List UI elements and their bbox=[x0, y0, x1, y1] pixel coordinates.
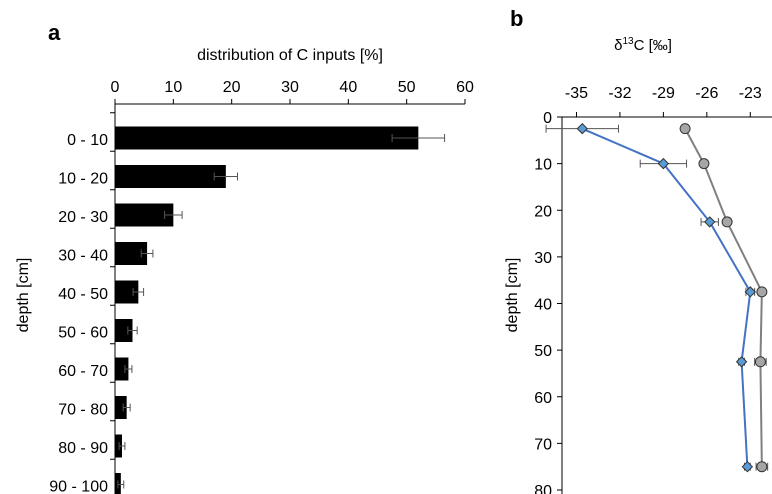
panel-b-x-tick-label: -29 bbox=[652, 85, 675, 102]
panel-a-bar bbox=[115, 165, 226, 188]
panel-b-data-point bbox=[744, 286, 756, 298]
panel-b-y-tick-label: 80 bbox=[534, 483, 552, 494]
panel-a-category-label: 90 - 100 bbox=[49, 479, 108, 494]
panel-b-data-point bbox=[657, 157, 670, 170]
panel-b-data-point bbox=[754, 356, 766, 368]
panel-a-category-label: 20 - 30 bbox=[58, 209, 108, 226]
panel-a-bar bbox=[115, 434, 122, 458]
panel-a-bar bbox=[115, 203, 174, 227]
panel-b-x-tick-label: -23 bbox=[739, 85, 762, 102]
panel-a-bar bbox=[115, 396, 127, 419]
panel-a-bar bbox=[115, 242, 148, 265]
panel-a-category-label: 70 - 80 bbox=[58, 402, 108, 419]
panel-a-category-label: 40 - 50 bbox=[58, 286, 108, 303]
panel-a-x-tick-label: 50 bbox=[398, 79, 416, 96]
panel-b-series-line bbox=[581, 127, 752, 467]
panel-b-data-point bbox=[735, 356, 748, 368]
panel-a-x-tick-label: 40 bbox=[339, 79, 357, 96]
panel-b-y-tick-label: 20 bbox=[534, 203, 552, 220]
panel-b-y-tick-label: 10 bbox=[534, 157, 552, 174]
panel-b-x-tick-label: -35 bbox=[565, 85, 588, 102]
panel-b-y-tick-label: 40 bbox=[534, 297, 552, 314]
panel-a-category-label: 10 - 20 bbox=[58, 171, 108, 188]
panel-a-x-tick-label: 60 bbox=[456, 79, 474, 96]
panel-a-bar bbox=[115, 280, 139, 304]
panel-b-data-point bbox=[756, 286, 768, 298]
panel-b-x-tick-label: -32 bbox=[608, 85, 631, 102]
panel-b-data-point bbox=[756, 461, 768, 473]
panel-b-letter: b bbox=[510, 6, 523, 31]
panel-b-y-tick-label: 70 bbox=[534, 436, 552, 453]
panel-b-y-axis-title: depth [cm] bbox=[504, 258, 521, 333]
panel-b-y-tick-label: 60 bbox=[534, 390, 552, 407]
panel-a-x-axis-title: distribution of C inputs [%] bbox=[197, 47, 383, 64]
panel-b-data-point bbox=[698, 158, 710, 170]
panel-b-data-point bbox=[679, 123, 691, 135]
panel-a-category-label: 80 - 90 bbox=[58, 440, 108, 457]
panel-b-x-axis-title: δ13C [‰] bbox=[614, 36, 672, 54]
panel-b-data-point bbox=[721, 216, 733, 228]
panel-a-bar bbox=[115, 357, 129, 381]
panel-a-x-tick-label: 20 bbox=[223, 79, 241, 96]
panel-b-y-tick-label: 0 bbox=[543, 110, 552, 127]
panel-b-data-point bbox=[704, 216, 716, 228]
panel-a-category-label: 30 - 40 bbox=[58, 248, 108, 265]
panel-a-category-label: 50 - 60 bbox=[58, 325, 108, 342]
panel-b-x-tick-label: -26 bbox=[695, 85, 718, 102]
panel-b-series-line bbox=[684, 128, 763, 467]
panel-b-data-point bbox=[741, 460, 754, 473]
panel-b-x-axis-title-sup: 13 bbox=[622, 36, 634, 47]
panel-b-x-axis-title-prefix: δ bbox=[614, 37, 622, 54]
panel-b-y-tick-label: 50 bbox=[534, 343, 552, 360]
panel-a-y-axis-title: depth [cm] bbox=[15, 258, 32, 333]
panel-b-x-axis-title-suffix: C [‰] bbox=[634, 37, 672, 54]
panel-a-letter: a bbox=[48, 20, 61, 45]
panel-a-category-label: 0 - 10 bbox=[67, 132, 108, 149]
panel-b-y-tick-label: 30 bbox=[534, 250, 552, 267]
panel-a-bar bbox=[115, 319, 133, 342]
panel-a-bar bbox=[115, 126, 419, 150]
panel-b-data-point bbox=[576, 122, 588, 135]
panel-b-line-chart: -35 -32 -29 -26 -23 0 10 20 30 40 50 60 70 80 bbox=[534, 85, 772, 494]
panel-a-x-tick-label: 0 bbox=[111, 79, 120, 96]
panel-a-bar-chart: 0 10 20 30 40 50 60 0 - 10 10 - 20 20 - 30 30 - 40… bbox=[49, 79, 474, 494]
panel-a-x-tick-label: 10 bbox=[164, 79, 182, 96]
panel-a-x-tick-label: 30 bbox=[281, 79, 299, 96]
panel-a-category-label: 60 - 70 bbox=[58, 363, 108, 380]
